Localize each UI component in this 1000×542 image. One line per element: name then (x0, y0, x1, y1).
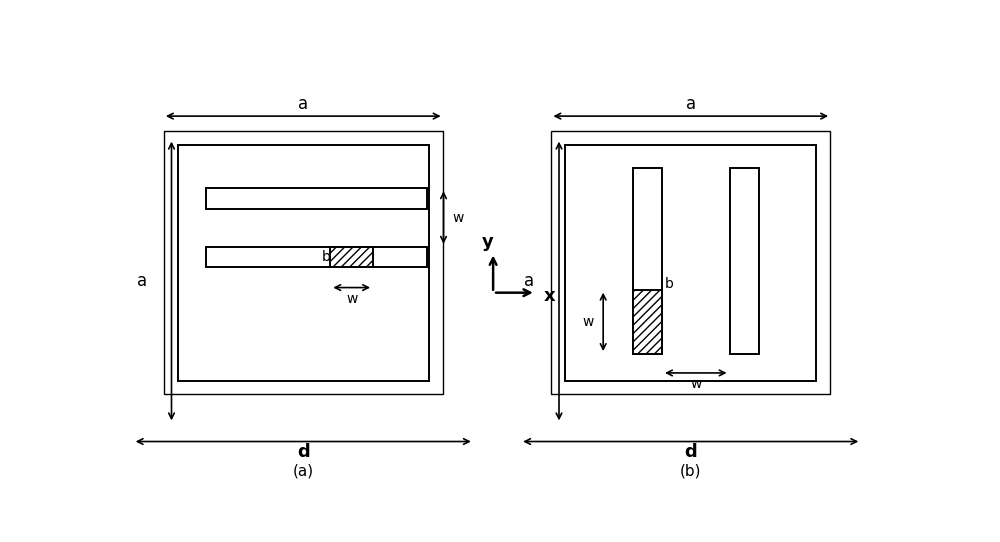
Bar (178, 145, 429, 381)
Text: a: a (137, 272, 147, 290)
Text: (b): (b) (680, 464, 702, 479)
Text: b: b (322, 250, 330, 264)
Text: (a): (a) (293, 464, 314, 479)
Bar (730, 168, 759, 354)
Text: a: a (524, 272, 535, 290)
Text: d: d (684, 443, 697, 461)
Text: a: a (298, 95, 308, 113)
Text: a: a (686, 95, 696, 113)
Bar (551, 132, 830, 394)
Bar (565, 145, 816, 381)
Bar (206, 188, 427, 209)
Text: w: w (346, 292, 358, 306)
Text: b: b (665, 277, 674, 291)
Text: w: w (583, 315, 594, 329)
Text: d: d (297, 443, 310, 461)
Bar (330, 247, 373, 267)
Text: w: w (453, 210, 464, 224)
Bar (633, 290, 662, 354)
Bar (633, 168, 662, 354)
Text: y: y (482, 233, 494, 250)
Bar (206, 247, 427, 267)
Bar (164, 132, 443, 394)
Text: x: x (544, 287, 556, 305)
Text: w: w (690, 377, 702, 391)
